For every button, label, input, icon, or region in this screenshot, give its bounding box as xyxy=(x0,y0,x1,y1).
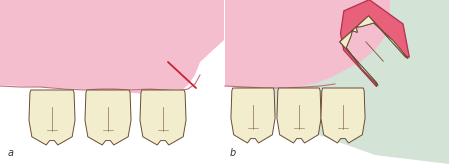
Text: b: b xyxy=(230,148,236,158)
Polygon shape xyxy=(225,0,449,164)
Polygon shape xyxy=(340,16,408,86)
Polygon shape xyxy=(85,90,131,145)
Polygon shape xyxy=(340,0,409,87)
Polygon shape xyxy=(231,88,275,143)
Polygon shape xyxy=(29,90,75,145)
Polygon shape xyxy=(321,88,365,143)
Polygon shape xyxy=(340,16,408,86)
Polygon shape xyxy=(140,90,186,145)
Polygon shape xyxy=(225,0,390,88)
Text: a: a xyxy=(8,148,14,158)
Polygon shape xyxy=(277,88,321,143)
Polygon shape xyxy=(0,0,224,95)
